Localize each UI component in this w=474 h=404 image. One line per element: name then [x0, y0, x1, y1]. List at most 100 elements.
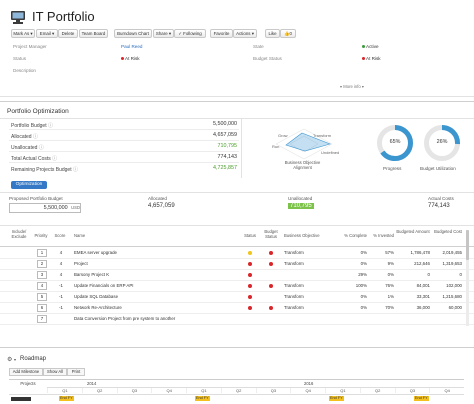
proposed-budget-input[interactable]: 5,500,000 USD — [9, 203, 81, 213]
priority-input[interactable]: 2 — [37, 260, 47, 268]
col-priority[interactable]: Priority — [34, 233, 48, 238]
optimization-button[interactable]: Optimization — [11, 181, 47, 189]
status-dot-icon — [248, 273, 252, 277]
priority-input[interactable]: 3 — [37, 271, 47, 279]
delete-button[interactable]: Delete — [58, 29, 78, 38]
project-manager-label: Project Manager — [13, 44, 47, 49]
quarter-row: Q1 Q2 Q3 Q4 Q1 Q2 Q3 Q4 Q1 Q2 Q3 Q4 — [47, 387, 464, 394]
col-complete[interactable]: % Complete — [344, 233, 367, 238]
allocated-text: Allocated — [11, 134, 32, 140]
vertical-divider — [241, 118, 242, 178]
summary-unallocated-value: 710,795 — [288, 203, 314, 209]
quarter-label: Q4 — [429, 388, 464, 393]
quarter-label: Q2 — [359, 388, 395, 393]
table-scrollbar[interactable] — [466, 230, 469, 326]
year-2016: 2016 — [304, 381, 314, 386]
gear-icon[interactable]: ⚙ — [7, 357, 13, 363]
info-icon: ⓘ — [72, 167, 78, 173]
project-name-link[interactable]: Data Conversion Project from pre system … — [74, 316, 176, 321]
quarter-label: Q1 — [186, 388, 221, 393]
show-all-button[interactable]: Show All — [43, 368, 67, 376]
thumbs-up-icon: 👍 — [284, 31, 290, 36]
milestone-flag[interactable]: End FY — [329, 396, 344, 401]
team-board-button[interactable]: Team Board — [79, 29, 108, 38]
status-dot-icon — [248, 251, 252, 255]
divider — [9, 140, 239, 141]
burndown-chart-button[interactable]: Burndown Chart — [114, 29, 152, 38]
chevron-down-icon[interactable]: ▾ — [14, 357, 17, 362]
quarter-label: Q2 — [220, 388, 256, 393]
priority-input[interactable]: 7 — [37, 315, 47, 323]
table-row[interactable]: 3 4 Barsony Project K 29% 0% 0 0 — [0, 269, 474, 281]
project-name-link[interactable]: Update SQL Database — [74, 294, 119, 299]
col-budgeted-cost[interactable]: Budgeted Cost — [434, 229, 462, 234]
col-include[interactable]: Include/ Exclude — [11, 229, 27, 239]
summary-allocated-value: 4,657,059 — [148, 203, 175, 209]
favorite-button[interactable]: Favorite — [210, 29, 233, 38]
score-cell: -1 — [59, 305, 63, 310]
quarter-label: Q1 — [325, 388, 360, 393]
budgeted-amount-cell: 1,786,478 — [410, 250, 430, 255]
complete-cell: 100% — [355, 283, 367, 288]
more-info-link[interactable]: ▾ More info ▾ — [340, 84, 364, 89]
milestone-flag[interactable]: End FY — [414, 396, 429, 401]
milestone-flag[interactable]: End FY — [195, 396, 210, 401]
milestone-flag[interactable]: End FY — [59, 396, 74, 401]
project-name-link[interactable]: Network Re-Architecture — [74, 305, 122, 310]
table-row[interactable]: 7 Data Conversion Project from pre syste… — [0, 313, 474, 325]
col-name[interactable]: Name — [74, 233, 86, 238]
project-name-link[interactable]: Update Financials on ERP API — [74, 283, 134, 288]
email-button[interactable]: Email ▾ — [36, 29, 58, 38]
roadmap-title: Roadmap — [20, 356, 47, 362]
project-name-link[interactable]: Project — [74, 261, 88, 266]
mark-as-button[interactable]: Mark As ▾ — [11, 29, 35, 38]
budgeted-amount-cell: 33,301 — [416, 294, 430, 299]
portfolio-budget-value: 5,500,000 — [213, 121, 237, 127]
total-actual-costs-label: Total Actual Costs ⓘ — [11, 155, 57, 162]
project-name-link[interactable]: Barsony Project K — [74, 272, 110, 277]
col-business-objective[interactable]: Business Objective — [284, 233, 320, 238]
description-field[interactable] — [121, 66, 241, 73]
actions-button[interactable]: Actions ▾ — [233, 29, 257, 38]
following-button[interactable]: ✓ Following — [174, 29, 206, 38]
scrollbar-thumb[interactable] — [466, 230, 469, 260]
table-row[interactable]: 5 -1 Update SQL Database Transform 0% 1%… — [0, 291, 474, 303]
table-row[interactable]: 1 4 EMEA server upgrade Transform 0% 57%… — [0, 247, 474, 259]
info-icon: ⓘ — [52, 156, 58, 162]
print-button[interactable]: Print — [67, 368, 85, 376]
priority-input[interactable]: 6 — [37, 304, 47, 312]
share-button[interactable]: Share ▾ — [153, 29, 174, 38]
col-budget-status[interactable]: Budget Status — [264, 229, 278, 239]
priority-input[interactable]: 1 — [37, 249, 47, 257]
budget-status-text: At Risk — [366, 56, 381, 61]
budget-status-label: Budget Status — [253, 56, 282, 61]
table-row[interactable]: 4 -1 Update Financials on ERP API Transf… — [0, 280, 474, 292]
project-name-link[interactable]: EMEA server upgrade — [74, 250, 117, 255]
project-manager-link[interactable]: Paul Reed — [121, 44, 143, 49]
col-status[interactable]: Status — [244, 233, 256, 238]
invested-cell: 76% — [385, 283, 394, 288]
divider — [0, 101, 474, 102]
business-objective-cell: Transform — [284, 250, 304, 255]
status-label: Status — [13, 56, 27, 61]
quarter-label: Q4 — [151, 388, 186, 393]
projects-header: Projects — [20, 381, 36, 386]
quarter-label: Q1 — [47, 388, 82, 393]
table-row[interactable]: 6 -1 Network Re-Architecture Transform 0… — [0, 302, 474, 314]
budgeted-amount-cell: 36,000 — [416, 305, 430, 310]
priority-input[interactable]: 5 — [37, 293, 47, 301]
col-budgeted-amount[interactable]: Budgeted Amount — [396, 229, 430, 234]
col-score[interactable]: Score — [54, 233, 66, 238]
quarter-label: Q3 — [255, 388, 291, 393]
business-objective-cell: Transform — [284, 305, 304, 310]
col-invested[interactable]: % Invested — [373, 233, 394, 238]
quarter-label: Q2 — [81, 388, 117, 393]
priority-input[interactable]: 4 — [37, 282, 47, 290]
summary-actual-label: Actual Costs — [428, 196, 454, 201]
add-milestone-button[interactable]: Add Milestone — [9, 368, 43, 376]
like-count-badge[interactable]: 👍0 — [280, 29, 296, 38]
budget-status-dot-icon — [269, 262, 273, 266]
like-button[interactable]: Like — [265, 29, 280, 38]
status-dot-icon — [248, 284, 252, 288]
table-row[interactable]: 2 4 Project Transform 0% 9% 212,646 1,31… — [0, 258, 474, 270]
